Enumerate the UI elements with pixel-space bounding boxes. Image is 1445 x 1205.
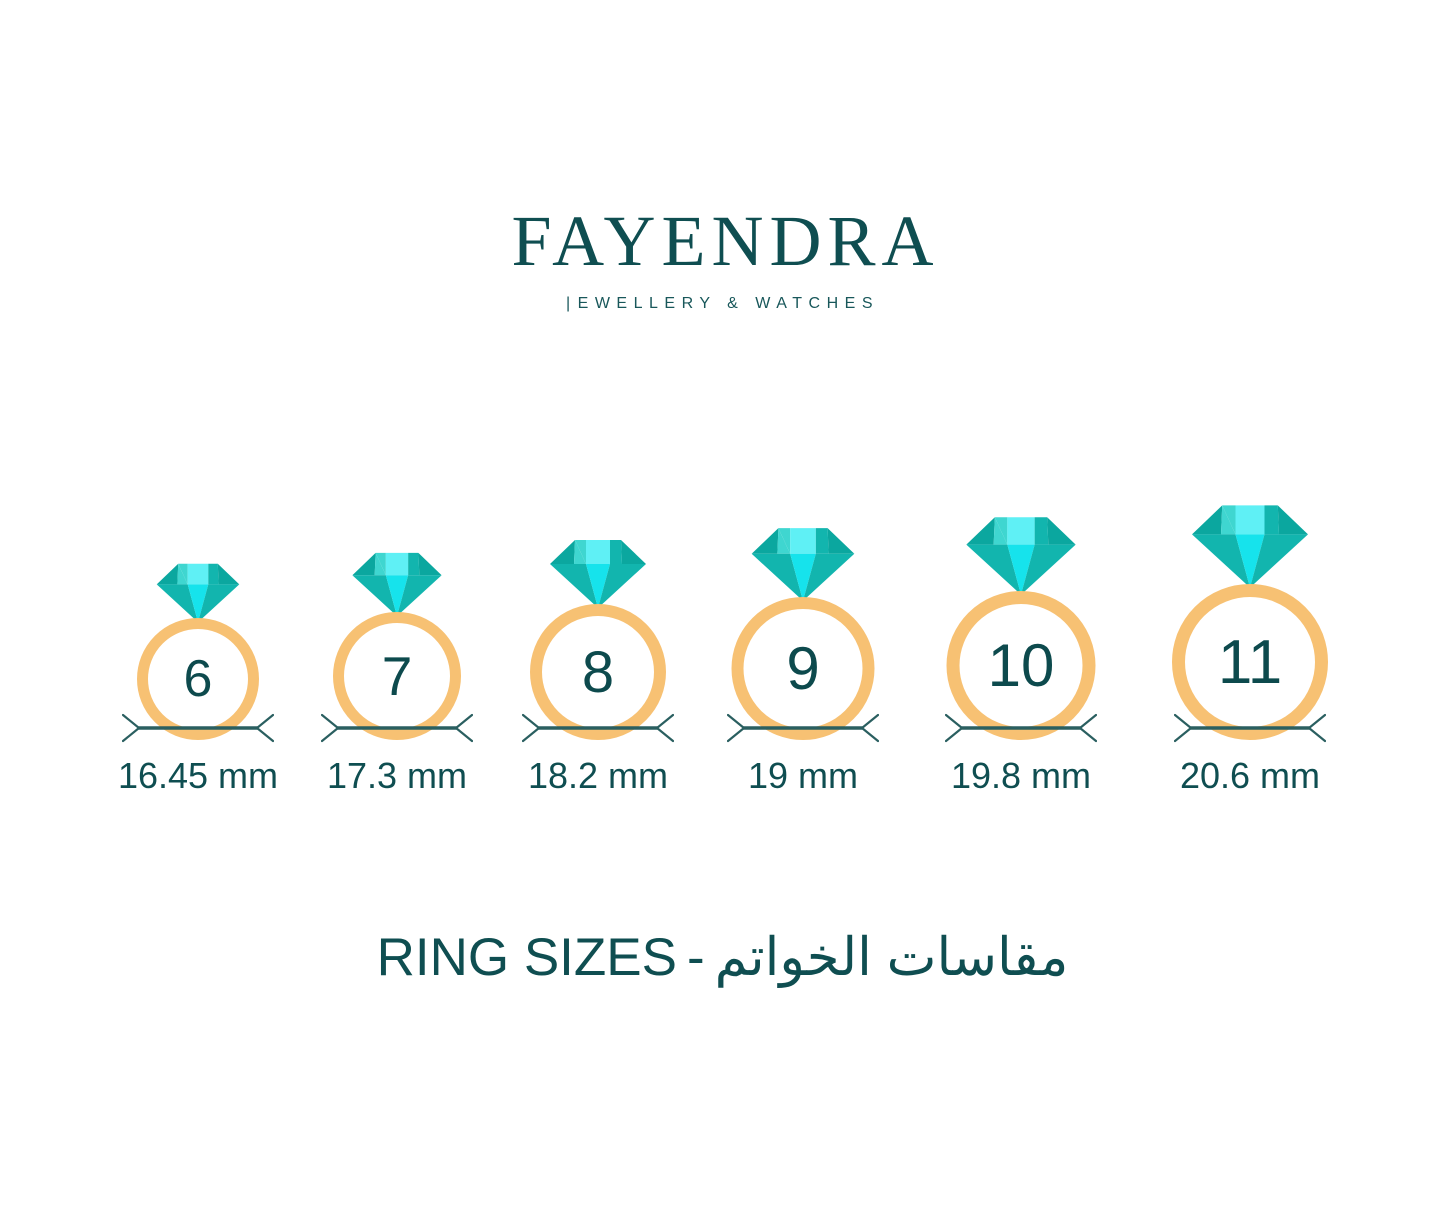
brand-header: FAYENDRA |EWELLERY & WATCHES	[0, 205, 1445, 313]
dimension-arrow-line	[301, 712, 493, 749]
brand-wordmark: FAYENDRA	[511, 201, 940, 281]
ring-size-row: 6 7 8	[0, 440, 1445, 740]
dimension-row: 16.45 mm 17.3 mm 18.2 mm 19 mm 19.8 mm	[0, 712, 1445, 822]
dimension-group-size-6: 16.45 mm	[102, 712, 294, 794]
diamond-gem-icon	[351, 551, 444, 618]
ring-size-7[interactable]: 7	[329, 440, 465, 740]
diamond-gem-icon	[548, 538, 648, 610]
ring-illustration: 6	[133, 440, 263, 740]
page-title-english: RING SIZES	[376, 928, 677, 987]
page-title-separator: -	[686, 928, 705, 987]
diamond-gem-icon	[750, 526, 857, 603]
ring-illustration: 11	[1168, 440, 1332, 740]
ring-size-number: 7	[381, 645, 413, 707]
ring-size-number: 10	[987, 632, 1055, 699]
dimension-group-size-9: 19 mm	[707, 712, 899, 794]
ring-size-number: 8	[581, 639, 615, 705]
dimension-group-size-7: 17.3 mm	[301, 712, 493, 794]
ring-size-9[interactable]: 9	[728, 440, 879, 740]
diamond-gem-icon	[155, 562, 241, 624]
ring-size-10[interactable]: 10	[943, 440, 1100, 740]
ring-illustration: 7	[329, 440, 465, 740]
dimension-group-size-10: 19.8 mm	[925, 712, 1117, 794]
dimension-arrow-line	[502, 712, 694, 749]
tagline-text: EWELLERY & WATCHES	[577, 295, 879, 312]
dimension-label: 19.8 mm	[950, 755, 1092, 796]
brand-tagline-row: |EWELLERY & WATCHES	[0, 295, 1445, 313]
ring-size-6[interactable]: 6	[133, 440, 263, 740]
page-title-arabic: مقاسات الخواتم	[714, 928, 1069, 987]
brand-tagline: |EWELLERY & WATCHES	[566, 295, 879, 313]
ring-band: 7	[333, 612, 461, 740]
ring-size-number: 6	[183, 650, 213, 708]
ring-size-8[interactable]: 8	[526, 440, 670, 740]
dimension-group-size-11: 20.6 mm	[1154, 712, 1346, 794]
dimension-group-size-8: 18.2 mm	[502, 712, 694, 794]
dimension-arrow-line	[707, 712, 899, 749]
ring-illustration: 9	[728, 440, 879, 740]
dimension-arrow-line	[925, 712, 1117, 749]
ring-size-number: 11	[1217, 627, 1283, 697]
dimension-arrow-line	[102, 712, 294, 749]
ring-illustration: 10	[943, 440, 1100, 740]
page-title: RING SIZES - مقاسات الخواتم	[0, 925, 1445, 991]
dimension-label: 16.45 mm	[117, 755, 279, 796]
ring-size-11[interactable]: 11	[1168, 440, 1332, 740]
ring-size-number: 9	[786, 635, 820, 702]
dimension-label: 20.6 mm	[1179, 755, 1321, 796]
ring-band: 6	[137, 618, 259, 740]
dimension-label: 17.3 mm	[326, 755, 468, 796]
dimension-label: 19 mm	[747, 755, 859, 796]
dimension-arrow-line	[1154, 712, 1346, 749]
ring-illustration: 8	[526, 440, 670, 740]
dimension-label: 18.2 mm	[527, 755, 669, 796]
tagline-bar-glyph: |	[566, 295, 577, 312]
diamond-gem-icon	[1190, 503, 1311, 590]
diamond-gem-icon	[964, 515, 1078, 597]
